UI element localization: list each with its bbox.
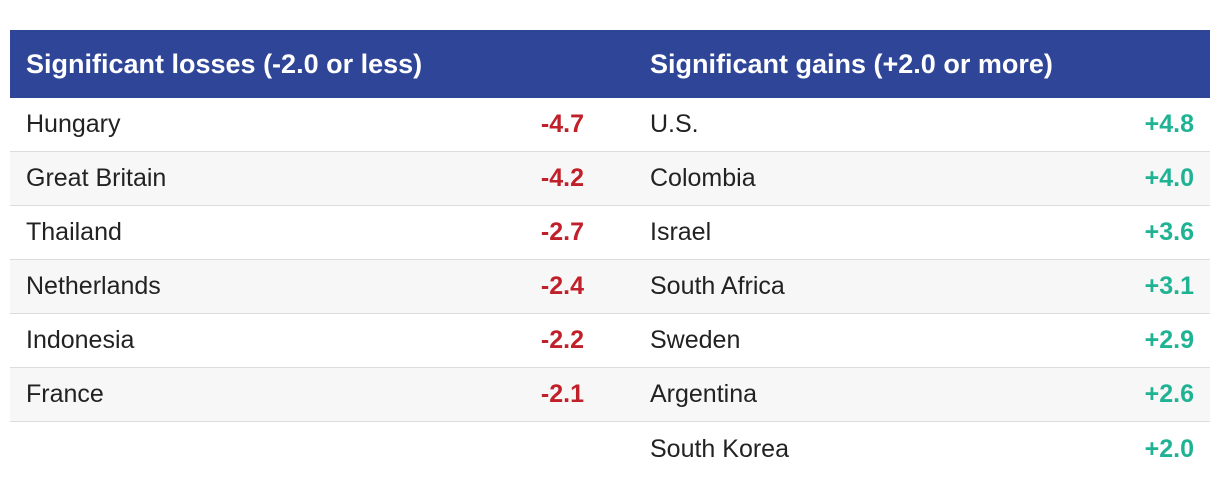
gains-cell: Colombia +4.0 — [634, 152, 1210, 205]
losses-country-label: Netherlands — [26, 272, 161, 300]
losses-country-label: Indonesia — [26, 326, 135, 354]
gains-cell: South Korea +2.0 — [634, 422, 1210, 476]
gains-cell: South Africa +3.1 — [634, 260, 1210, 313]
losses-cell — [10, 422, 634, 476]
gains-country-label: Colombia — [650, 164, 756, 192]
table-row: France -2.1 Argentina +2.6 — [10, 368, 1210, 422]
gains-country-label: South Korea — [650, 434, 789, 463]
gains-cell: Israel +3.6 — [634, 206, 1210, 259]
table-row: Great Britain -4.2 Colombia +4.0 — [10, 152, 1210, 206]
losses-country-label: Hungary — [26, 110, 121, 138]
losses-cell: Thailand -2.7 — [10, 206, 634, 259]
gains-value-label: +2.6 — [1144, 380, 1194, 408]
losses-value-label: -4.2 — [540, 164, 584, 192]
losses-country-label: Thailand — [26, 218, 122, 246]
gains-country-label: Sweden — [650, 326, 741, 354]
table-row: Indonesia -2.2 Sweden +2.9 — [10, 314, 1210, 368]
gains-value-label: +4.0 — [1144, 164, 1194, 192]
table-row: Netherlands -2.4 South Africa +3.1 — [10, 260, 1210, 314]
gains-value-label: +2.9 — [1144, 326, 1194, 354]
losses-country-label: Great Britain — [26, 164, 167, 192]
losses-value-label: -2.7 — [540, 218, 584, 246]
losses-cell: France -2.1 — [10, 368, 634, 421]
gains-value-label: +3.1 — [1144, 272, 1194, 300]
gains-column-header: Significant gains (+2.0 or more) — [650, 49, 1053, 79]
losses-value-label: -2.2 — [540, 326, 584, 354]
losses-cell: Netherlands -2.4 — [10, 260, 634, 313]
table-header: Significant losses (-2.0 or less) Signif… — [10, 30, 1210, 98]
gains-cell: U.S. +4.8 — [634, 98, 1210, 151]
gains-cell: Sweden +2.9 — [634, 314, 1210, 367]
gains-country-label: Israel — [650, 218, 712, 246]
gains-country-label: Argentina — [650, 380, 758, 408]
gains-country-label: South Africa — [650, 272, 785, 300]
losses-country-label: France — [26, 380, 104, 408]
table-row: Hungary -4.7 U.S. +4.8 — [10, 98, 1210, 152]
change-table: Significant losses (-2.0 or less) Signif… — [10, 30, 1210, 476]
gains-cell: Argentina +2.6 — [634, 368, 1210, 421]
table-row: Thailand -2.7 Israel +3.6 — [10, 206, 1210, 260]
gains-value-label: +3.6 — [1144, 218, 1194, 246]
losses-value-label: -2.1 — [540, 380, 584, 408]
losses-cell: Hungary -4.7 — [10, 98, 634, 151]
losses-cell: Great Britain -4.2 — [10, 152, 634, 205]
losses-cell: Indonesia -2.2 — [10, 314, 634, 367]
table-row: South Korea +2.0 — [10, 422, 1210, 476]
gains-country-label: U.S. — [650, 110, 699, 138]
losses-column-header: Significant losses (-2.0 or less) — [26, 49, 423, 79]
gains-value-label: +4.8 — [1144, 110, 1194, 138]
losses-value-label: -4.7 — [540, 110, 584, 138]
losses-value-label: -2.4 — [540, 272, 584, 300]
gains-value-label: +2.0 — [1144, 434, 1194, 463]
table-body: Hungary -4.7 U.S. +4.8 Great Britain -4.2 Colo… — [10, 98, 1210, 476]
